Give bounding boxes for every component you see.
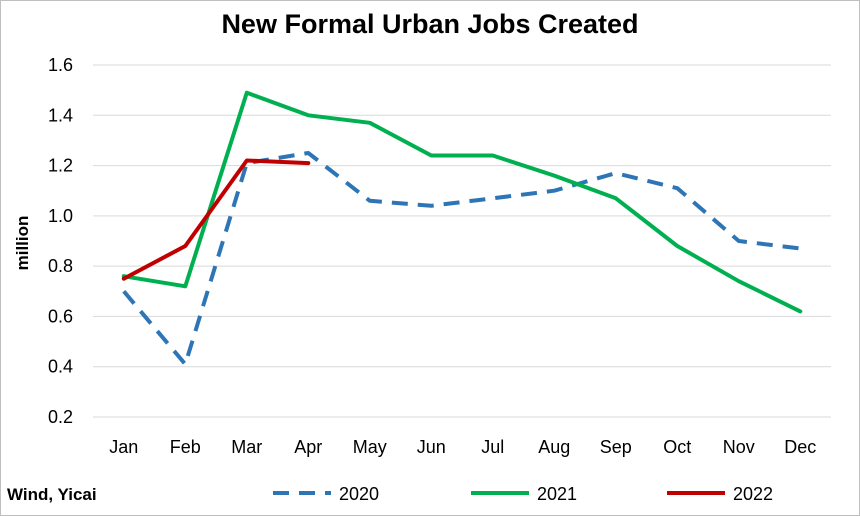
- x-tick-label: Oct: [663, 437, 691, 457]
- x-tick-label: Sep: [600, 437, 632, 457]
- gridlines: [93, 64, 831, 418]
- series-line-2022: [121, 158, 311, 281]
- legend-label-2020: 2020: [339, 484, 379, 504]
- legend: 2020 2021 2022: [273, 484, 773, 504]
- y-tick-label: 1.4: [48, 105, 73, 125]
- y-tick-label: 0.6: [48, 306, 73, 326]
- x-tick-label: Nov: [723, 437, 755, 457]
- legend-label-2021: 2021: [537, 484, 577, 504]
- series-lines: [121, 90, 803, 367]
- x-axis-tick-labels: Jan Feb Mar Apr May Jun Jul Aug Sep Oct Nov Dec: [109, 437, 816, 457]
- x-tick-label: Feb: [170, 437, 201, 457]
- x-tick-label: Apr: [294, 437, 322, 457]
- x-tick-label: Jun: [417, 437, 446, 457]
- y-tick-label: 1.0: [48, 206, 73, 226]
- series-line-2020: [122, 151, 801, 367]
- y-tick-label: 0.2: [48, 407, 73, 427]
- y-axis-tick-labels: 0.2 0.4 0.6 0.8 1.0 1.2 1.4 1.6: [48, 55, 73, 427]
- x-tick-label: Dec: [784, 437, 816, 457]
- y-tick-label: 1.6: [48, 55, 73, 75]
- source-note: Wind, Yicai: [7, 485, 97, 504]
- x-tick-label: May: [353, 437, 387, 457]
- series-line-2021: [121, 90, 803, 314]
- x-tick-label: Jan: [109, 437, 138, 457]
- x-tick-label: Aug: [538, 437, 570, 457]
- y-axis-title: million: [13, 216, 32, 271]
- y-tick-label: 1.2: [48, 156, 73, 176]
- x-tick-label: Mar: [231, 437, 262, 457]
- legend-label-2022: 2022: [733, 484, 773, 504]
- x-tick-label: Jul: [481, 437, 504, 457]
- chart-title: New Formal Urban Jobs Created: [221, 9, 639, 39]
- y-tick-label: 0.8: [48, 256, 73, 276]
- y-tick-label: 0.4: [48, 357, 73, 377]
